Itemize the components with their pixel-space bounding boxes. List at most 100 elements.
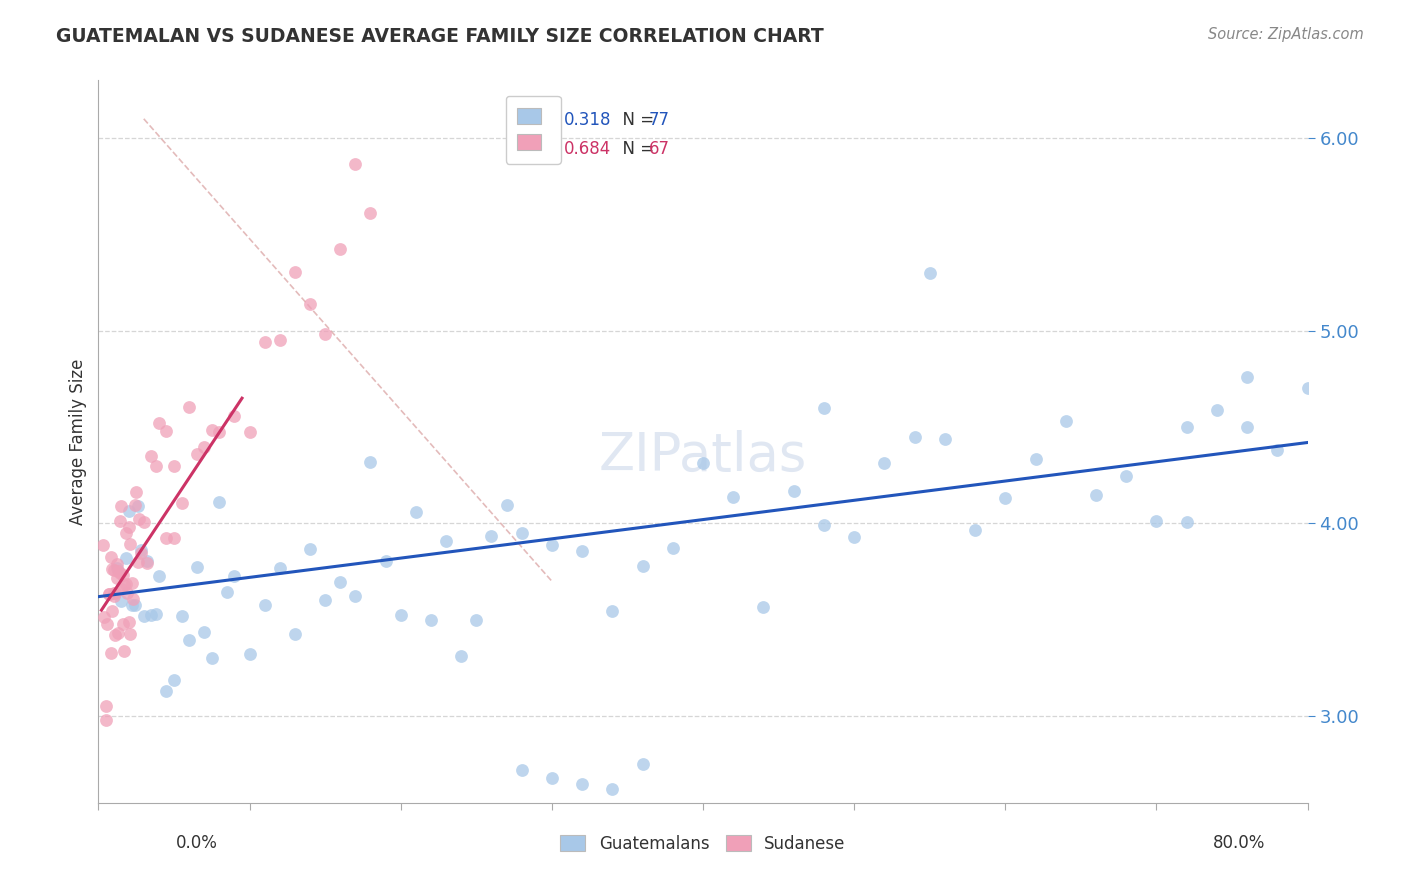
Point (110, 594, 132, 608)
Point (122, 592, 145, 607)
Point (121, 576, 143, 591)
Point (813, 517, 835, 532)
Point (201, 424, 224, 438)
Point (135, 557, 157, 571)
Point (813, 401, 835, 415)
Point (1115, 468, 1137, 483)
Point (420, 613, 443, 627)
Point (299, 297, 322, 311)
Point (141, 607, 163, 622)
Text: N =: N = (613, 140, 659, 158)
Point (179, 400, 201, 414)
Point (269, 560, 291, 574)
Point (110, 499, 132, 513)
Point (1236, 370, 1258, 384)
Point (844, 530, 866, 544)
Text: ZIPatlas: ZIPatlas (599, 430, 807, 482)
Point (314, 593, 336, 607)
Point (186, 447, 208, 461)
Point (360, 206, 382, 220)
Point (224, 409, 246, 423)
Point (145, 607, 167, 622)
Text: N =: N = (613, 111, 659, 129)
Point (571, 776, 593, 790)
Point (94, 699, 117, 714)
Point (904, 430, 927, 444)
Point (239, 425, 262, 439)
Point (1175, 516, 1198, 530)
Point (121, 598, 143, 612)
Point (125, 484, 148, 499)
Point (101, 562, 124, 576)
Point (360, 455, 382, 469)
Point (135, 554, 157, 568)
Point (389, 608, 412, 623)
Point (127, 555, 149, 569)
Point (1236, 420, 1258, 434)
Point (94, 713, 117, 727)
Text: Source: ZipAtlas.com: Source: ZipAtlas.com (1208, 27, 1364, 42)
Point (495, 498, 517, 512)
Point (108, 566, 131, 580)
Point (105, 572, 128, 586)
Point (110, 582, 132, 597)
Point (284, 265, 307, 279)
Text: R =: R = (527, 140, 564, 158)
Point (314, 327, 336, 342)
Point (965, 523, 987, 537)
Point (93, 610, 115, 624)
Text: 0.684: 0.684 (564, 140, 612, 158)
Point (145, 458, 167, 473)
Point (253, 598, 276, 612)
Point (1054, 414, 1077, 428)
Point (108, 514, 131, 528)
Point (129, 542, 152, 557)
Point (329, 574, 352, 589)
Point (208, 495, 231, 509)
Point (132, 515, 155, 529)
Point (118, 615, 141, 629)
Point (98, 587, 121, 601)
Point (148, 416, 170, 430)
Point (994, 491, 1017, 505)
Point (723, 490, 745, 504)
Point (481, 529, 503, 543)
Legend: Guatemalans, Sudanese: Guatemalans, Sudanese (554, 828, 852, 860)
Point (118, 503, 141, 517)
Point (374, 554, 396, 568)
Y-axis label: Average Family Size: Average Family Size (69, 359, 87, 524)
Point (540, 771, 562, 785)
Point (918, 266, 941, 280)
Point (128, 512, 150, 526)
Point (631, 757, 654, 772)
Point (111, 617, 134, 632)
Point (112, 578, 135, 592)
Point (120, 537, 142, 551)
Point (141, 449, 163, 463)
Point (253, 334, 276, 349)
Point (571, 544, 593, 558)
Point (129, 545, 152, 559)
Point (1296, 381, 1319, 395)
Point (934, 432, 956, 446)
Text: 67: 67 (648, 140, 669, 158)
Point (269, 333, 291, 347)
Point (299, 542, 322, 557)
Point (193, 440, 215, 454)
Text: R =: R = (527, 111, 564, 129)
Point (132, 609, 155, 624)
Point (111, 568, 134, 582)
Point (155, 532, 177, 546)
Point (193, 625, 215, 640)
Point (179, 632, 201, 647)
Point (155, 424, 177, 438)
Point (105, 557, 128, 571)
Point (873, 457, 896, 471)
Point (115, 585, 138, 599)
Point (91, 538, 114, 552)
Point (124, 498, 146, 512)
Point (1175, 420, 1198, 434)
Text: GUATEMALAN VS SUDANESE AVERAGE FAMILY SIZE CORRELATION CHART: GUATEMALAN VS SUDANESE AVERAGE FAMILY SI… (56, 27, 824, 45)
Point (783, 483, 806, 498)
Point (215, 585, 238, 599)
